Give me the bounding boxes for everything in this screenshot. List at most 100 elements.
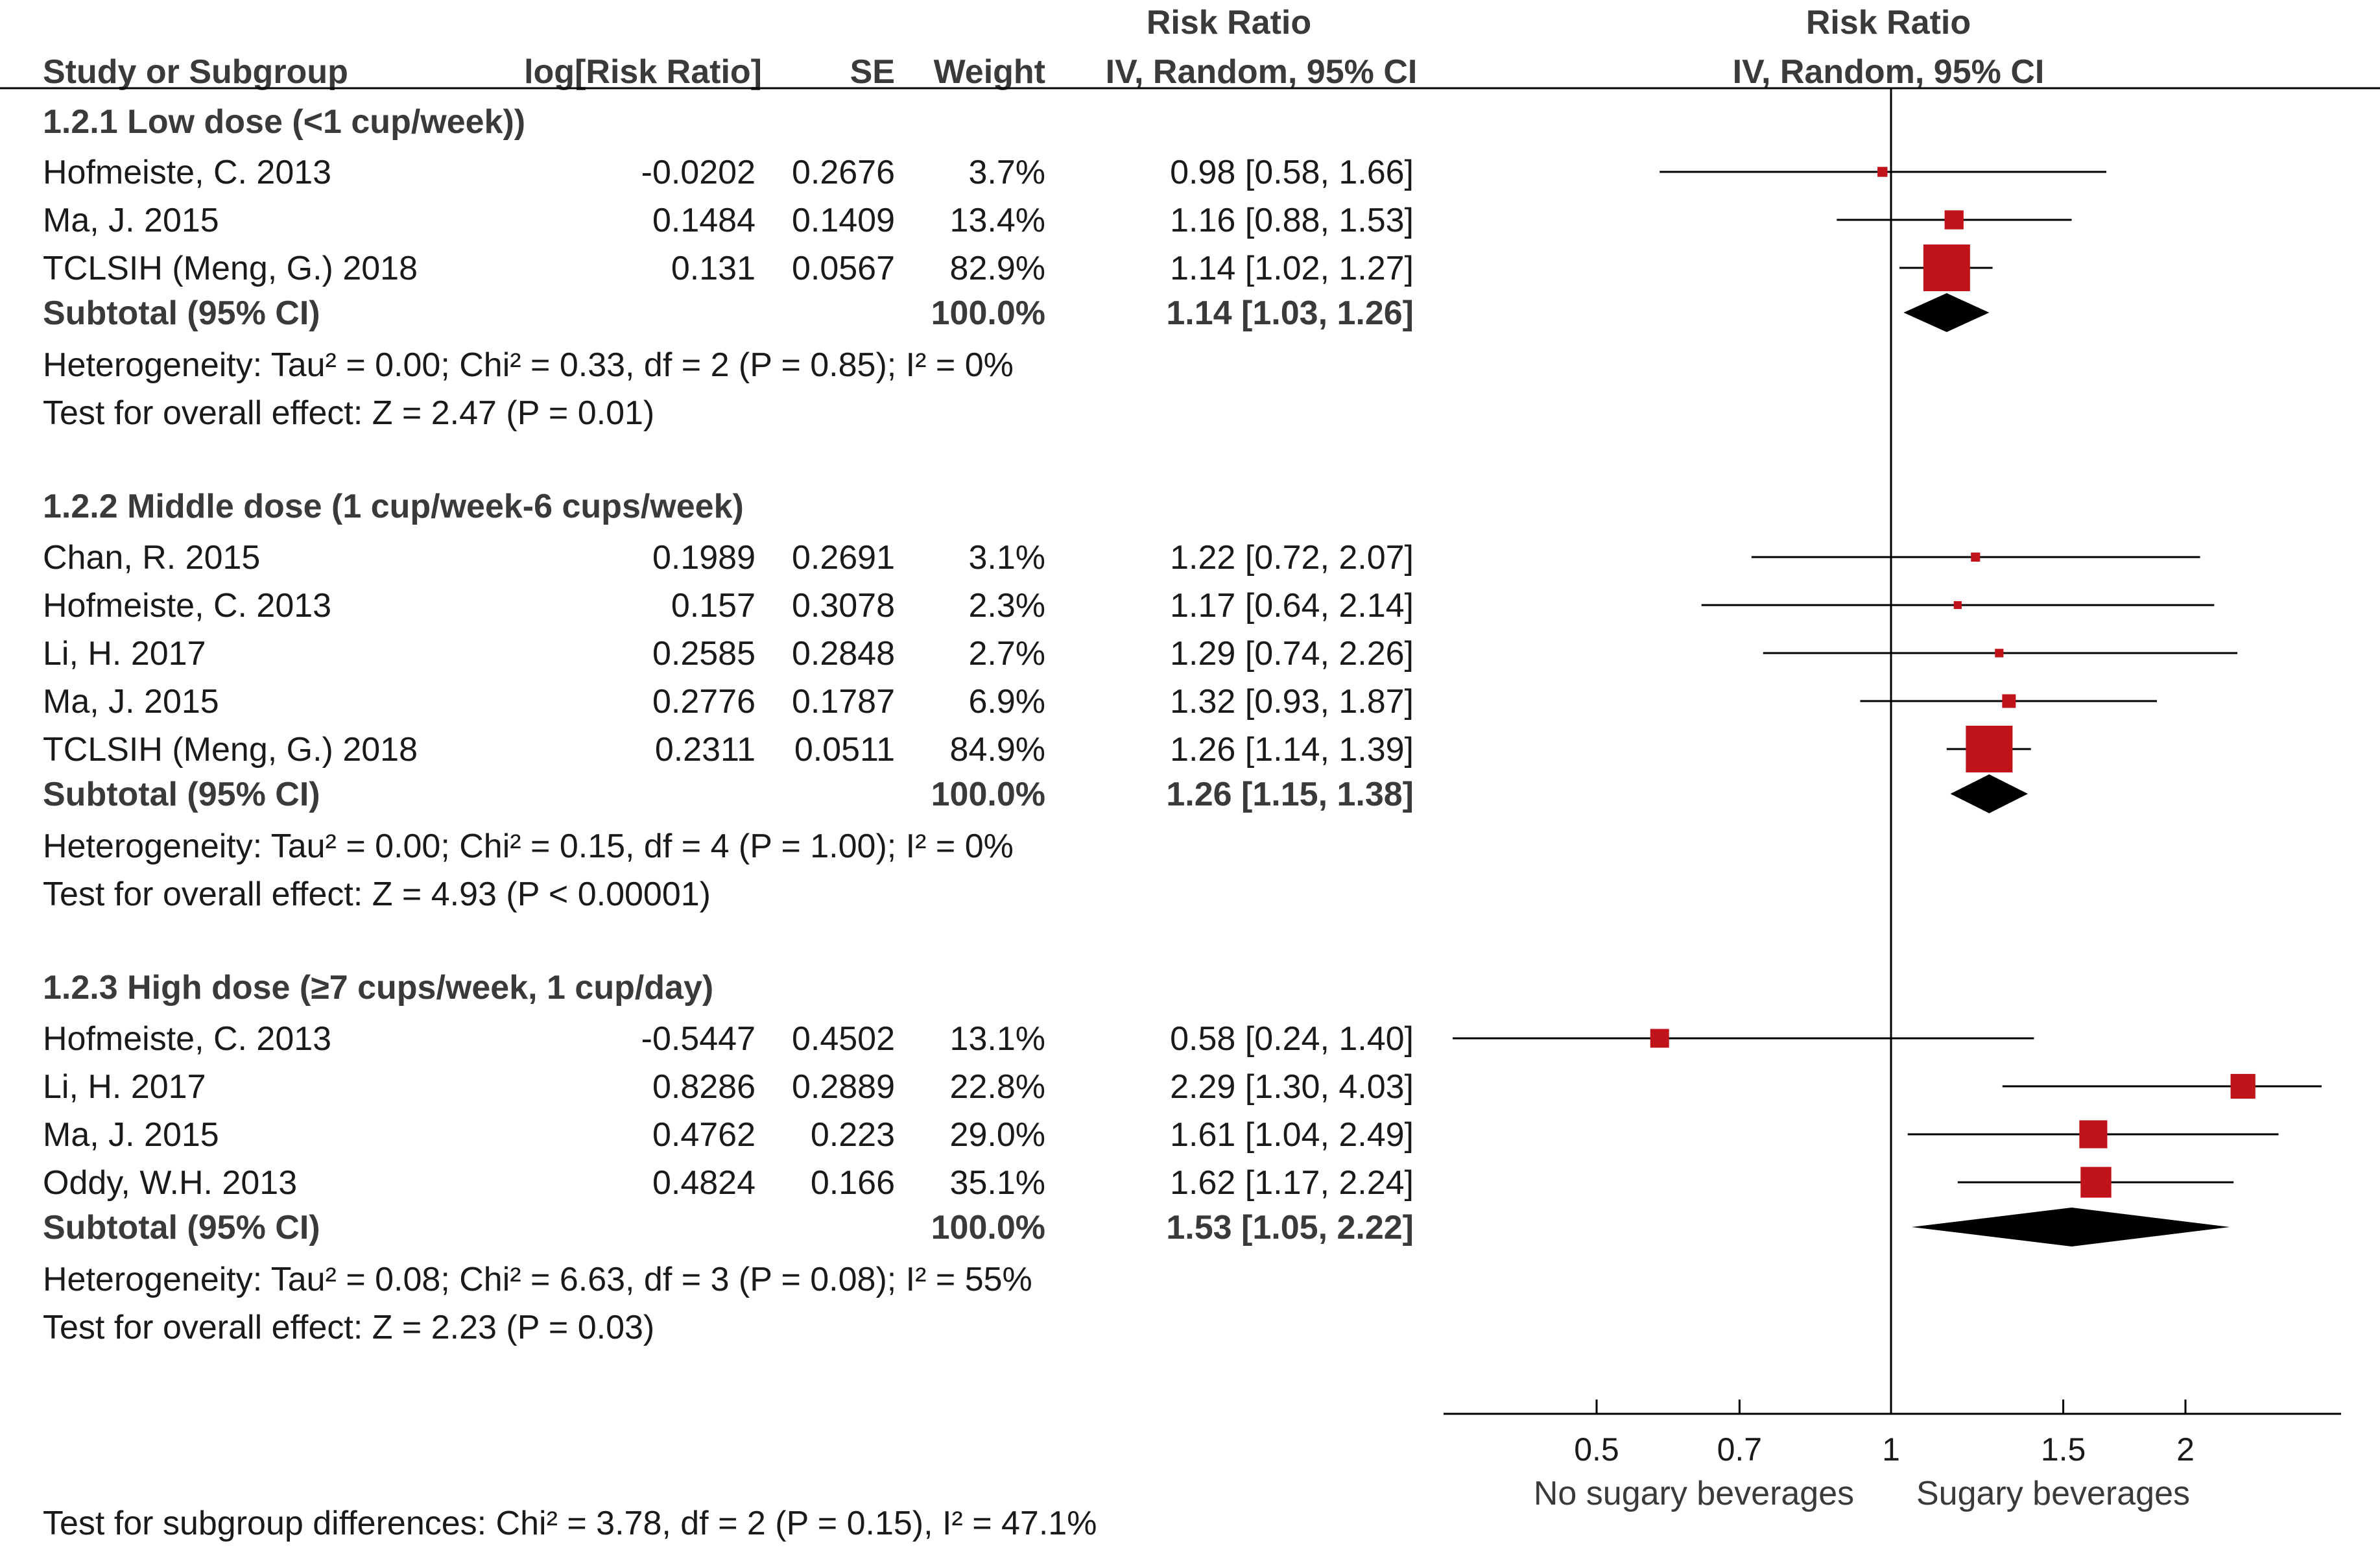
study-name: Hofmeiste, C. 2013 xyxy=(43,587,331,625)
study-name: Oddy, W.H. 2013 xyxy=(43,1164,297,1202)
study-ci: 1.29 [0.74, 2.26] xyxy=(1170,635,1414,673)
study-weight: 84.9% xyxy=(950,731,1045,769)
study-name: Ma, J. 2015 xyxy=(43,202,219,239)
study-logrr: -0.5447 xyxy=(641,1020,756,1058)
study-weight: 3.1% xyxy=(968,539,1045,577)
study-weight: 29.0% xyxy=(950,1116,1045,1154)
study-name: Hofmeiste, C. 2013 xyxy=(43,1020,331,1058)
study-weight: 2.3% xyxy=(968,587,1045,625)
study-ci: 1.26 [1.14, 1.39] xyxy=(1170,731,1414,769)
header-plot-method: IV, Random, 95% CI xyxy=(1733,53,2045,91)
study-logrr: 0.131 xyxy=(671,250,756,287)
heterogeneity-text: Heterogeneity: Tau² = 0.00; Chi² = 0.33,… xyxy=(43,346,1014,384)
study-weight: 13.1% xyxy=(950,1020,1045,1058)
study-marker xyxy=(1877,167,1888,177)
subtotal-weight: 100.0% xyxy=(931,1209,1045,1246)
subtotal-ci: 1.53 [1.05, 2.22] xyxy=(1166,1209,1414,1246)
subtotal-diamond xyxy=(1911,1208,2230,1246)
study-logrr: 0.2585 xyxy=(652,635,756,673)
subtotal-diamond xyxy=(1903,293,1990,332)
left-direction-label: No sugary beverages xyxy=(1534,1475,1854,1512)
header-plot-title: Risk Ratio xyxy=(1806,4,1971,42)
study-name: Ma, J. 2015 xyxy=(43,683,219,721)
study-se: 0.4502 xyxy=(792,1020,895,1058)
study-marker xyxy=(1953,601,1962,610)
header-logrr: log[Risk Ratio] xyxy=(524,53,762,91)
study-weight: 35.1% xyxy=(950,1164,1045,1202)
study-name: Hofmeiste, C. 2013 xyxy=(43,154,331,191)
study-se: 0.0567 xyxy=(792,250,895,287)
study-name: TCLSIH (Meng, G.) 2018 xyxy=(43,250,418,287)
header-study: Study or Subgroup xyxy=(43,53,348,91)
study-se: 0.1787 xyxy=(792,683,895,721)
x-axis-ticks: 0.5 0.7 1 1.5 2 xyxy=(1574,1400,2195,1468)
study-marker xyxy=(2080,1167,2112,1198)
study-logrr: 0.4824 xyxy=(652,1164,756,1202)
study-logrr: 0.1989 xyxy=(652,539,756,577)
study-ci: 2.29 [1.30, 4.03] xyxy=(1170,1068,1414,1106)
study-weight: 13.4% xyxy=(950,202,1045,239)
right-direction-label: Sugary beverages xyxy=(1916,1475,2190,1512)
study-ci: 0.58 [0.24, 1.40] xyxy=(1170,1020,1414,1058)
study-ci: 1.14 [1.02, 1.27] xyxy=(1170,250,1414,287)
study-marker xyxy=(1995,649,2004,658)
x-tick-label: 0.5 xyxy=(1574,1431,1619,1468)
study-se: 0.2676 xyxy=(792,154,895,191)
study-marker xyxy=(1650,1029,1669,1048)
study-se: 0.166 xyxy=(811,1164,895,1202)
study-weight: 82.9% xyxy=(950,250,1045,287)
header-se: SE xyxy=(850,53,895,91)
study-weight: 6.9% xyxy=(968,683,1045,721)
study-se: 0.2691 xyxy=(792,539,895,577)
study-name: Chan, R. 2015 xyxy=(43,539,260,577)
study-ci: 1.16 [0.88, 1.53] xyxy=(1170,202,1414,239)
x-tick-label: 1.5 xyxy=(2041,1431,2086,1468)
x-tick-label: 0.7 xyxy=(1717,1431,1763,1468)
overall-effect-text: Test for overall effect: Z = 2.23 (P = 0… xyxy=(43,1309,654,1346)
study-ci: 1.17 [0.64, 2.14] xyxy=(1170,587,1414,625)
heterogeneity-text: Heterogeneity: Tau² = 0.00; Chi² = 0.15,… xyxy=(43,828,1014,865)
overall-effect-text: Test for overall effect: Z = 2.47 (P = 0… xyxy=(43,394,654,432)
study-marker xyxy=(1966,726,2013,772)
heterogeneity-text: Heterogeneity: Tau² = 0.08; Chi² = 6.63,… xyxy=(43,1261,1032,1298)
subtotal-diamond xyxy=(1950,774,2028,813)
subtotal-ci: 1.14 [1.03, 1.26] xyxy=(1166,294,1414,332)
study-ci: 1.22 [0.72, 2.07] xyxy=(1170,539,1414,577)
subgroup-test-text: Test for subgroup differences: Chi² = 3.… xyxy=(43,1505,1097,1542)
study-marker xyxy=(1944,210,1964,230)
study-logrr: 0.4762 xyxy=(652,1116,756,1154)
study-name: Li, H. 2017 xyxy=(43,635,206,673)
subtotal-weight: 100.0% xyxy=(931,776,1045,813)
subtotal-label: Subtotal (95% CI) xyxy=(43,294,320,332)
study-ci: 1.61 [1.04, 2.49] xyxy=(1170,1116,1414,1154)
header-ci-method: IV, Random, 95% CI xyxy=(1106,53,1418,91)
study-logrr: 0.2311 xyxy=(655,731,756,769)
study-weight: 3.7% xyxy=(968,154,1045,191)
study-logrr: -0.0202 xyxy=(641,154,756,191)
study-marker xyxy=(2230,1073,2255,1099)
study-se: 0.0511 xyxy=(794,731,895,769)
group-title: 1.2.1 Low dose (<1 cup/week)) xyxy=(43,103,525,141)
x-tick-label: 2 xyxy=(2176,1431,2195,1468)
study-ci: 1.62 [1.17, 2.24] xyxy=(1170,1164,1414,1202)
study-ci: 1.32 [0.93, 1.87] xyxy=(1170,683,1414,721)
study-name: TCLSIH (Meng, G.) 2018 xyxy=(43,731,418,769)
study-name: Li, H. 2017 xyxy=(43,1068,206,1106)
study-weight: 22.8% xyxy=(950,1068,1045,1106)
study-marker xyxy=(1923,244,1970,291)
study-se: 0.1409 xyxy=(792,202,895,239)
subtotal-weight: 100.0% xyxy=(931,294,1045,332)
header-weight: Weight xyxy=(934,53,1045,91)
group-title: 1.2.3 High dose (≥7 cups/week, 1 cup/day… xyxy=(43,969,713,1007)
group-title: 1.2.2 Middle dose (1 cup/week-6 cups/wee… xyxy=(43,488,744,525)
study-se: 0.223 xyxy=(811,1116,895,1154)
study-weight: 2.7% xyxy=(968,635,1045,673)
study-logrr: 0.2776 xyxy=(652,683,756,721)
subtotal-label: Subtotal (95% CI) xyxy=(43,776,320,813)
x-tick-label: 1 xyxy=(1882,1431,1900,1468)
header-ci-title: Risk Ratio xyxy=(1147,4,1311,42)
plot-marks xyxy=(1453,167,2322,1246)
subtotal-label: Subtotal (95% CI) xyxy=(43,1209,320,1246)
subtotal-ci: 1.26 [1.15, 1.38] xyxy=(1166,776,1414,813)
